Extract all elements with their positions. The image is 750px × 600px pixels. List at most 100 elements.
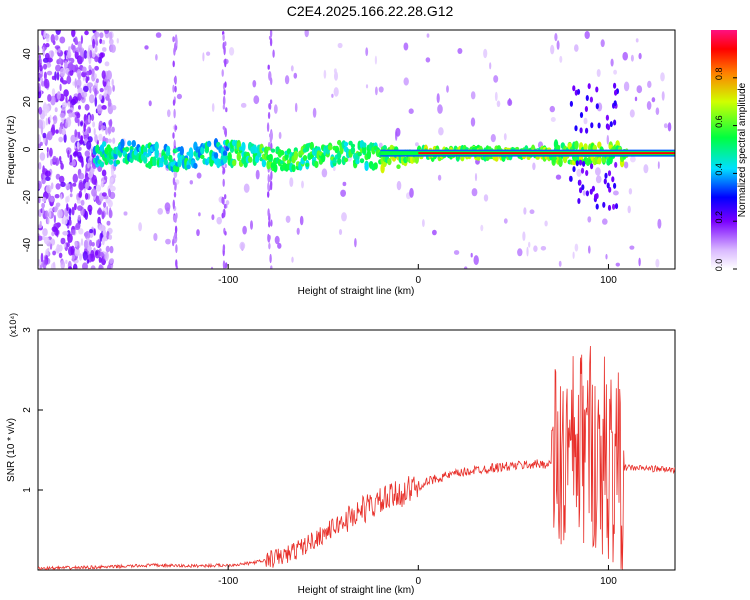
spectrogram-speckle (60, 193, 63, 200)
spectrogram-speckle (88, 64, 92, 71)
spectrogram-speckle (54, 228, 59, 236)
spectrogram-speckle (630, 156, 636, 163)
spectrogram-streak (221, 69, 224, 77)
spectrogram-speckle (661, 91, 665, 101)
spectrogram-speckle (526, 246, 529, 257)
spectrogram-speckle (378, 86, 384, 93)
spectrogram-speckle (38, 90, 42, 99)
spectrogram-streak (267, 182, 270, 192)
spectrogram-speckle (39, 152, 46, 161)
spectrogram-speckle (522, 231, 526, 241)
spectrogram-band (232, 159, 237, 167)
spectrogram-streak (270, 265, 273, 269)
spectrogram-speckle (88, 94, 95, 104)
spectrogram-speckle (87, 82, 93, 88)
spectrogram-speckle (80, 35, 83, 44)
spectrogram-wing (594, 193, 598, 200)
spectrogram-speckle (81, 91, 88, 98)
spectrogram-speckle (41, 207, 45, 215)
spectrogram-speckle (109, 258, 114, 264)
spectrogram-speckle (89, 229, 94, 234)
spectrogram-band (364, 162, 369, 172)
spectrogram-speckle (574, 44, 579, 52)
spectrogram-streak (224, 81, 227, 88)
spectrogram-speckle (333, 87, 339, 97)
spectrogram-speckle (61, 119, 65, 124)
spectrogram-speckle (50, 158, 53, 166)
spectrogram-speckle (78, 105, 81, 110)
spectrogram-speckle (403, 42, 409, 51)
spectrogram-speckle (100, 125, 106, 130)
spectrogram-speckle (605, 253, 608, 260)
spectrogram-band (583, 143, 588, 151)
spectrogram-panel: -100 0 100 -40 -20 0 20 40 Height of straight … (6, 29, 676, 297)
spectrogram-speckle (38, 259, 41, 267)
spectrogram-speckle (101, 211, 105, 220)
spectrogram-speckle (68, 266, 73, 269)
spectrogram-speckle (59, 36, 66, 44)
spectrogram-streak (172, 99, 176, 106)
spectrogram-speckle (54, 34, 59, 41)
spectrogram-speckle (277, 242, 282, 249)
spectrogram-speckle (58, 244, 63, 252)
spectrogram-speckle (272, 49, 275, 58)
spectrogram-band (574, 140, 579, 150)
spectrogram-wing (574, 125, 578, 132)
spectrogram-speckle (337, 42, 343, 49)
spectrogram-streak (223, 208, 226, 218)
spectrogram-speckle (86, 259, 90, 264)
spectrogram-speckle (425, 57, 431, 63)
spectrogram-streak (173, 76, 177, 84)
spectrogram-speckle (84, 104, 90, 111)
spectrogram-speckle (95, 184, 102, 192)
spectrogram-speckle (64, 50, 67, 60)
spectrogram-streak (174, 225, 178, 234)
spectrogram-wing (585, 95, 589, 101)
spectrogram-speckle (651, 97, 656, 103)
spectrogram-speckle (396, 180, 402, 191)
spectrogram-speckle (42, 57, 49, 63)
spectrogram-speckle (84, 192, 89, 200)
spectrogram-speckle (107, 199, 113, 208)
spectrogram-speckle (47, 94, 52, 102)
spectrogram-band (241, 141, 246, 152)
colorbar-ticks: 0.0 0.2 0.4 0.6 0.8 (714, 68, 737, 271)
spectrogram-streak (172, 132, 175, 139)
spectrogram-band (188, 147, 194, 157)
spectrogram-speckle (112, 84, 115, 92)
spectrogram-speckle (71, 206, 75, 216)
spectrogram-speckle (86, 140, 92, 150)
spectrogram-wing (576, 88, 581, 95)
spectrogram-speckle (91, 174, 97, 185)
spectrogram-speckle (46, 151, 49, 159)
snr-y-tick-label: 1 (22, 487, 33, 493)
spectrogram-speckle (596, 69, 601, 77)
spectrogram-wing (602, 201, 606, 208)
snr-panel: -100 0 100 1 2 3 (x10⁴) Height of straight l… (6, 313, 676, 596)
spectrogram-wing (595, 103, 599, 110)
spectrogram-speckle (90, 253, 96, 262)
spectrogram-speckle (189, 180, 193, 185)
spectrogram-y-label: Frequency (Hz) (6, 116, 17, 185)
spectrogram-speckle (490, 134, 496, 143)
spectrogram-speckle (60, 260, 65, 269)
spectrogram-streak (268, 103, 272, 110)
spectrogram-streak (269, 37, 273, 47)
spectrogram-speckle (101, 169, 107, 177)
spectrogram-streak (269, 181, 273, 190)
spectrogram-band (131, 140, 136, 148)
spectrogram-speckle (101, 105, 107, 110)
colorbar: 0.0 0.2 0.4 0.6 0.8 Normalized spectral ampl… (711, 30, 748, 271)
spectrogram-speckle (91, 188, 97, 197)
spectrogram-speckle (606, 134, 609, 145)
spectrogram-band (152, 156, 157, 165)
spectrogram-speckle (109, 185, 116, 192)
spectrogram-speckle (99, 38, 103, 44)
spectrogram-speckle (77, 214, 82, 221)
spectrogram-wing (585, 190, 590, 197)
spectrogram-speckle (334, 71, 338, 81)
spectrogram-streak (223, 88, 226, 96)
spectrogram-speckle (45, 248, 49, 258)
snr-x-label: Height of straight line (km) (298, 585, 415, 596)
